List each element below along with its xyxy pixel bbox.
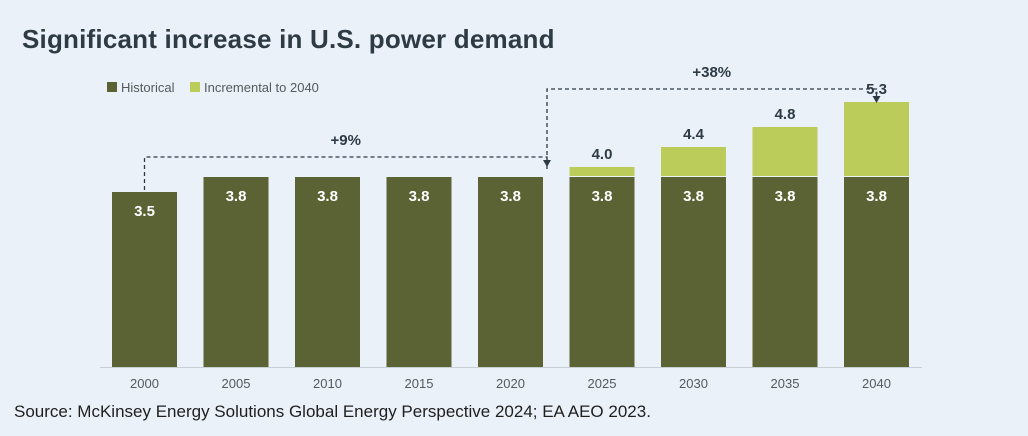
label-historical-2040: 3.8 bbox=[866, 188, 887, 205]
label-total-2030: 4.4 bbox=[683, 126, 705, 143]
x-tick-2010: 2010 bbox=[313, 376, 342, 391]
legend-swatch-incremental bbox=[190, 82, 200, 92]
bar-chart: Historical Incremental to 2040 3.5 3.8 3.8… bbox=[100, 64, 922, 391]
growth-arrows: +9% +38% bbox=[143, 64, 881, 190]
source-note: Source: McKinsey Energy Solutions Global… bbox=[14, 402, 651, 421]
legend-swatch-historical bbox=[107, 82, 117, 92]
x-tick-2025: 2025 bbox=[588, 376, 617, 391]
bar-historical-2040 bbox=[844, 177, 909, 367]
bar-historical-2010 bbox=[295, 177, 360, 367]
bar-incremental-2030 bbox=[661, 147, 726, 176]
label-historical-2025: 3.8 bbox=[592, 188, 613, 205]
growth-label-1: +9% bbox=[331, 132, 361, 149]
label-historical-2000: 3.5 bbox=[134, 203, 155, 220]
bar-incremental-2025 bbox=[569, 167, 635, 176]
bar-historical-2000 bbox=[112, 192, 177, 367]
legend: Historical Incremental to 2040 bbox=[107, 80, 319, 95]
label-historical-2005: 3.8 bbox=[226, 188, 247, 205]
x-tick-2000: 2000 bbox=[130, 376, 159, 391]
growth-arrowhead-2 bbox=[872, 96, 881, 103]
bar-historical-2025 bbox=[569, 177, 635, 367]
bars: 3.53.8 3.8 3.8 3.8 3.84.03.84.43.84.83.85.3 bbox=[112, 81, 909, 367]
bar-historical-2005 bbox=[203, 177, 269, 367]
legend-label-historical: Historical bbox=[121, 80, 175, 95]
bar-historical-2030 bbox=[661, 177, 726, 367]
growth-arrow-line-2 bbox=[546, 88, 878, 169]
x-tick-2005: 2005 bbox=[222, 376, 251, 391]
growth-label-2: +38% bbox=[692, 64, 731, 81]
label-historical-2030: 3.8 bbox=[683, 188, 704, 205]
x-axis: 2000 2005 2010 2015 2020 2025 2030 2035 2040 bbox=[100, 367, 922, 391]
bar-incremental-2035 bbox=[752, 127, 818, 176]
label-total-2035: 4.8 bbox=[775, 106, 796, 123]
label-total-2025: 4.0 bbox=[592, 146, 613, 163]
growth-arrowhead-1 bbox=[543, 160, 551, 167]
chart-title: Significant increase in U.S. power deman… bbox=[22, 24, 555, 54]
label-historical-2010: 3.8 bbox=[317, 188, 338, 205]
x-tick-2020: 2020 bbox=[496, 376, 525, 391]
x-tick-2015: 2015 bbox=[405, 376, 434, 391]
bar-historical-2035 bbox=[752, 177, 818, 367]
label-historical-2035: 3.8 bbox=[775, 188, 796, 205]
legend-label-incremental: Incremental to 2040 bbox=[204, 80, 319, 95]
bar-historical-2015 bbox=[386, 177, 452, 367]
bar-incremental-2040 bbox=[844, 102, 909, 176]
label-historical-2015: 3.8 bbox=[409, 188, 430, 205]
x-tick-2035: 2035 bbox=[771, 376, 800, 391]
bar-historical-2020 bbox=[478, 177, 543, 367]
label-historical-2020: 3.8 bbox=[500, 188, 521, 205]
x-tick-2040: 2040 bbox=[862, 376, 891, 391]
x-tick-2030: 2030 bbox=[679, 376, 708, 391]
